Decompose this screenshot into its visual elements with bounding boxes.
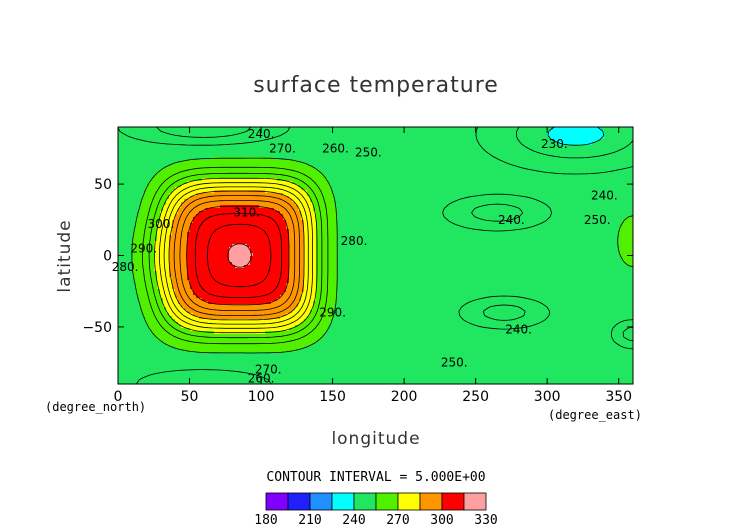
- colorbar-swatch: [331, 492, 355, 511]
- x-tick-label: 250: [462, 389, 489, 405]
- x-tick-label: 100: [248, 389, 275, 405]
- colorbar-tick-label: 240: [342, 513, 365, 528]
- colorbar-swatch: [397, 492, 421, 511]
- contour-label: 250.: [584, 213, 611, 227]
- contour-label: 310.: [233, 206, 260, 220]
- colorbar-swatch: [353, 492, 377, 511]
- x-tick-label: 350: [605, 389, 632, 405]
- y-tick-label: 0: [103, 249, 112, 265]
- contour-label: 290.: [319, 306, 346, 320]
- x-tick-label: 150: [319, 389, 346, 405]
- contour-label: 240.: [591, 189, 618, 203]
- contour-label: 290.: [130, 241, 157, 255]
- contour-label: 270.: [255, 363, 282, 377]
- colorbar-swatch: [441, 492, 465, 511]
- x-tick-label: 300: [534, 389, 561, 405]
- contour-label: 250.: [355, 146, 382, 160]
- y-tick-label: −50: [82, 320, 112, 336]
- contour-lines: [118, 127, 633, 384]
- colorbar-swatch: [375, 492, 399, 511]
- colorbar: 180 210 240 270 300 330: [254, 492, 498, 528]
- contour-label: 240.: [505, 323, 532, 337]
- x-tick-label: 200: [391, 389, 418, 405]
- y-axis-ticks: 50 0 −50: [82, 177, 633, 336]
- colorbar-tick-label: 330: [474, 513, 497, 528]
- contour-label: 280.: [112, 260, 139, 274]
- colorbar-tick-label: 210: [298, 513, 321, 528]
- colorbar-swatch: [463, 492, 487, 511]
- colorbar-tick-label: 300: [430, 513, 453, 528]
- contour-line-set: [118, 127, 633, 384]
- contour-label: 240.: [498, 213, 525, 227]
- y-tick-label: 50: [94, 177, 112, 193]
- contour-label: 230.: [541, 137, 568, 151]
- x-axis-label: longitude: [331, 429, 420, 449]
- colorbar-tick-label: 270: [386, 513, 409, 528]
- colorbar-swatch: [309, 492, 333, 511]
- colorbar-swatch: [287, 492, 311, 511]
- x-unit-label: (degree_east): [548, 408, 642, 422]
- x-tick-label: 0: [114, 389, 123, 405]
- contour-interval-text: CONTOUR INTERVAL = 5.000E+00: [266, 470, 485, 485]
- y-axis-label: latitude: [55, 219, 75, 292]
- x-axis-ticks: 0 50 100 150 200 250 300 350: [114, 127, 632, 405]
- y-unit-label: (degree_north): [45, 400, 146, 414]
- x-tick-label: 50: [181, 389, 199, 405]
- contour-label: 270.: [269, 141, 296, 155]
- contour-label: 260.: [322, 141, 349, 155]
- colorbar-tick-label: 180: [254, 513, 277, 528]
- colorbar-swatch: [419, 492, 443, 511]
- chart-title: surface temperature: [253, 73, 499, 98]
- colorbar-swatch: [265, 492, 289, 511]
- contour-label: 300.: [148, 217, 175, 231]
- contour-label: 280.: [341, 234, 368, 248]
- contour-label: 250.: [441, 356, 468, 370]
- contour-label: 240.: [248, 127, 275, 141]
